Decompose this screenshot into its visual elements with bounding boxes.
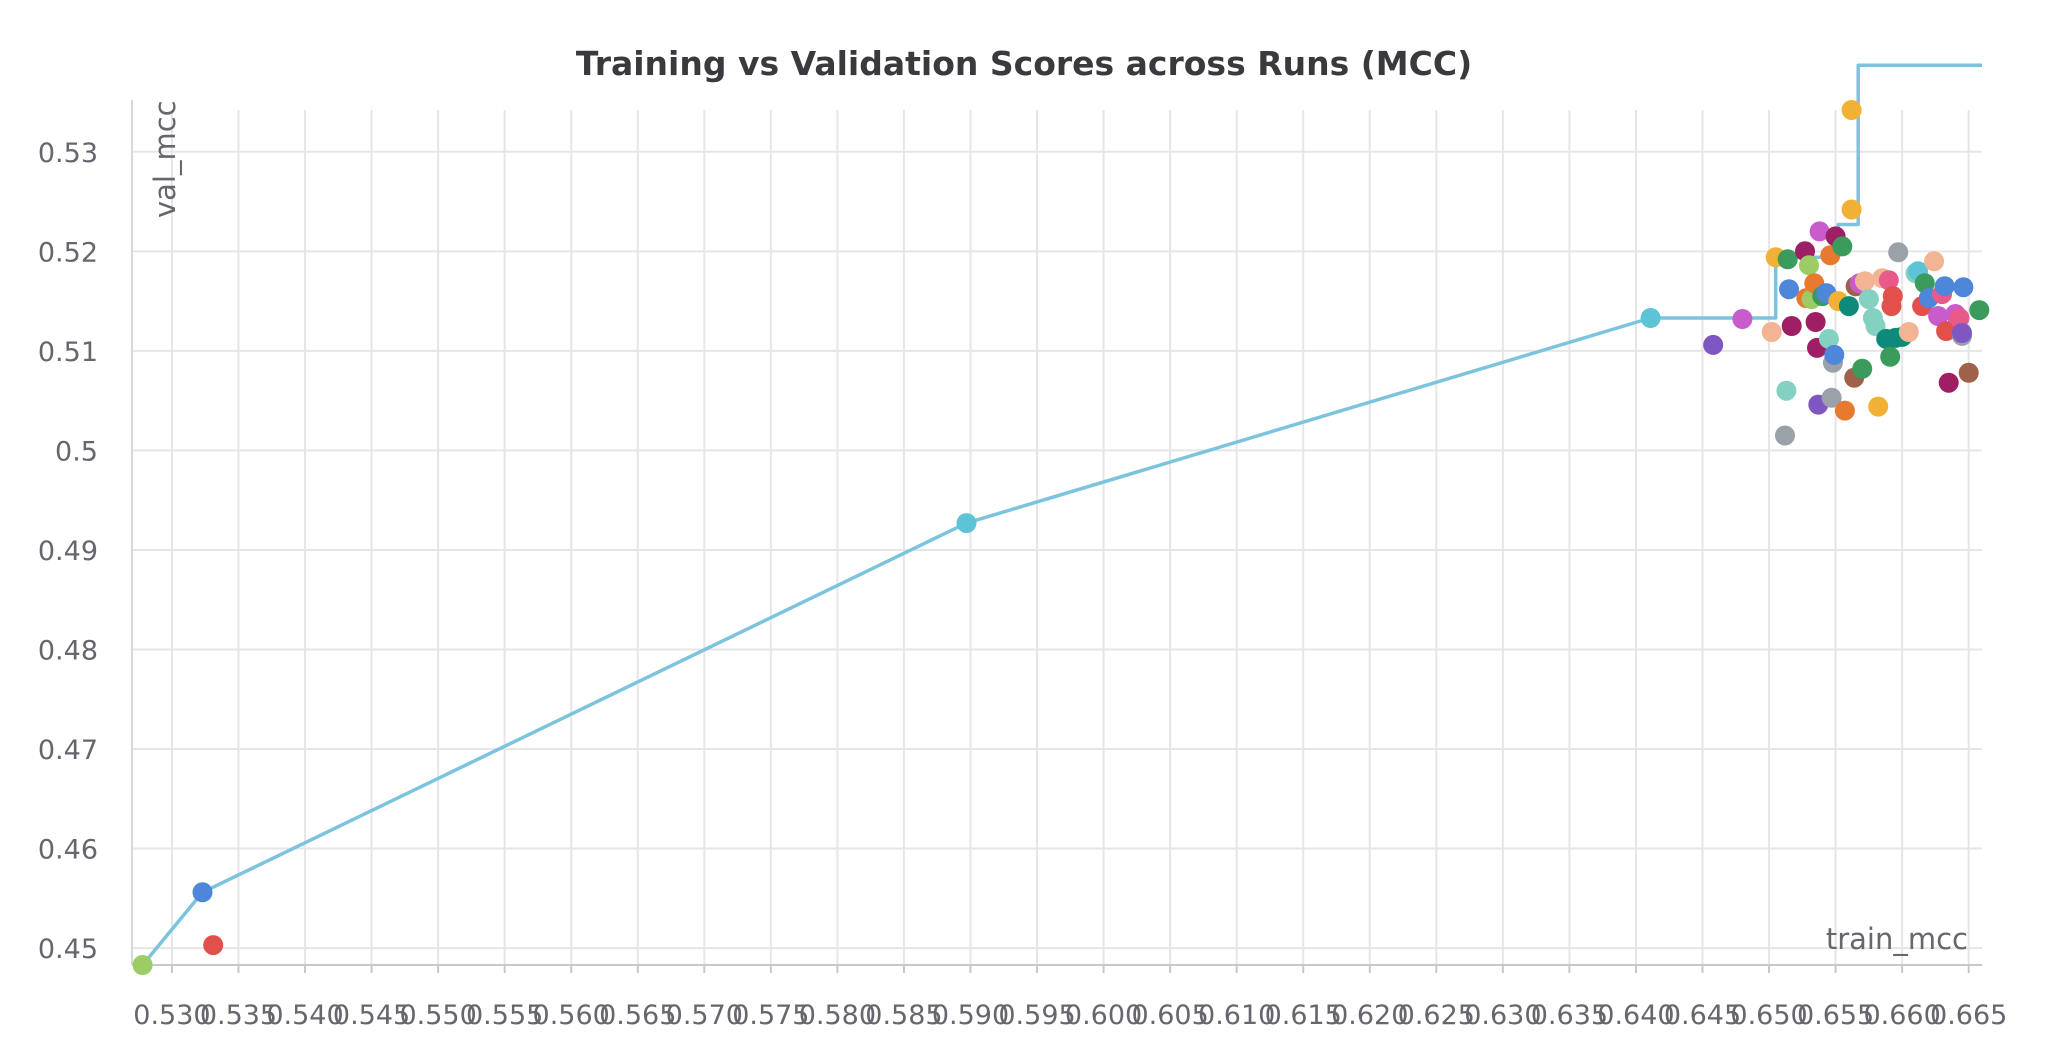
y-tick-label: 0.52 <box>38 237 98 268</box>
data-point <box>132 955 153 975</box>
data-point <box>1775 425 1795 446</box>
y-tick-label: 0.46 <box>38 835 98 866</box>
data-point <box>1852 358 1873 379</box>
data-point <box>1832 236 1853 257</box>
y-tick-label: 0.53 <box>38 138 98 169</box>
x-tick-label: 0.540 <box>266 1000 343 1031</box>
x-tick-label: 0.590 <box>932 1000 1009 1031</box>
run-points <box>132 100 1990 975</box>
data-point <box>1928 306 1949 326</box>
data-point <box>1952 323 1972 343</box>
x-tick-label: 0.565 <box>599 1000 676 1031</box>
data-point <box>1888 242 1909 263</box>
data-point <box>1854 271 1875 292</box>
x-tick-label: 0.585 <box>865 1000 942 1031</box>
data-point <box>1934 276 1955 297</box>
x-tick-label: 0.580 <box>799 1000 876 1031</box>
y-tick-label: 0.48 <box>38 635 98 666</box>
x-axis-title: train_mcc <box>1826 922 1968 956</box>
data-point <box>1640 308 1661 328</box>
data-point <box>1878 270 1899 291</box>
data-point <box>1776 380 1797 401</box>
data-point <box>1732 309 1753 329</box>
data-point <box>1779 279 1799 300</box>
x-tick-label: 0.630 <box>1464 1000 1541 1031</box>
data-point <box>1958 362 1979 383</box>
x-tick-label: 0.620 <box>1331 1000 1408 1031</box>
x-tick-label: 0.570 <box>666 1000 743 1031</box>
data-point <box>1805 312 1826 332</box>
data-point <box>1838 296 1859 317</box>
tick-labels: 0.5300.5350.5400.5450.5500.5550.5600.565… <box>38 138 2007 1031</box>
data-point <box>1868 396 1889 417</box>
data-point <box>1841 199 1862 220</box>
data-point <box>1761 322 1782 342</box>
data-point <box>956 513 977 534</box>
data-point <box>192 882 213 903</box>
x-tick-label: 0.655 <box>1797 1000 1874 1031</box>
data-point <box>1882 286 1903 307</box>
x-tick-label: 0.610 <box>1198 1000 1275 1031</box>
x-tick-label: 0.645 <box>1664 1000 1741 1031</box>
data-point <box>1936 321 1957 341</box>
data-point <box>203 935 224 956</box>
data-point <box>1858 289 1879 310</box>
y-axis-title: val_mcc <box>148 100 182 218</box>
y-tick-label: 0.5 <box>55 436 98 467</box>
data-point <box>1818 328 1839 349</box>
x-tick-label: 0.575 <box>732 1000 809 1031</box>
data-point <box>1799 255 1819 276</box>
x-tick-label: 0.600 <box>1065 1000 1142 1031</box>
data-point <box>1781 316 1802 336</box>
best-line-path <box>141 63 1982 967</box>
data-point <box>1824 344 1845 365</box>
data-point <box>1949 308 1970 328</box>
data-point <box>1809 221 1830 242</box>
x-tick-label: 0.660 <box>1863 1000 1940 1031</box>
data-point <box>1898 322 1919 342</box>
x-tick-label: 0.605 <box>1131 1000 1208 1031</box>
data-point <box>1703 334 1724 355</box>
data-point <box>1821 387 1842 408</box>
axes <box>131 100 1982 973</box>
data-point <box>1777 249 1798 270</box>
x-tick-label: 0.640 <box>1597 1000 1674 1031</box>
x-tick-label: 0.615 <box>1265 1000 1342 1031</box>
x-tick-label: 0.635 <box>1531 1000 1608 1031</box>
x-tick-label: 0.535 <box>200 1000 277 1031</box>
data-point <box>1953 277 1974 298</box>
x-tick-label: 0.545 <box>333 1000 410 1031</box>
y-tick-label: 0.49 <box>38 536 98 567</box>
chart-title: Training vs Validation Scores across Run… <box>575 44 1473 83</box>
gridlines <box>132 110 1982 965</box>
x-tick-label: 0.560 <box>533 1000 610 1031</box>
x-tick-label: 0.550 <box>399 1000 476 1031</box>
data-point <box>1834 400 1855 421</box>
x-tick-label: 0.650 <box>1730 1000 1807 1031</box>
data-point <box>1880 346 1901 367</box>
data-point <box>1969 300 1990 321</box>
y-tick-label: 0.51 <box>38 337 98 368</box>
best-run-line <box>141 63 1982 967</box>
data-point <box>1841 100 1862 120</box>
x-tick-label: 0.625 <box>1398 1000 1475 1031</box>
x-tick-label: 0.530 <box>133 1000 210 1031</box>
data-point <box>1924 251 1945 272</box>
x-tick-label: 0.665 <box>1930 1000 2007 1031</box>
x-tick-label: 0.595 <box>998 1000 1075 1031</box>
x-tick-label: 0.555 <box>466 1000 543 1031</box>
data-point <box>1938 372 1959 393</box>
y-tick-label: 0.45 <box>38 934 98 965</box>
y-tick-label: 0.47 <box>38 735 98 766</box>
